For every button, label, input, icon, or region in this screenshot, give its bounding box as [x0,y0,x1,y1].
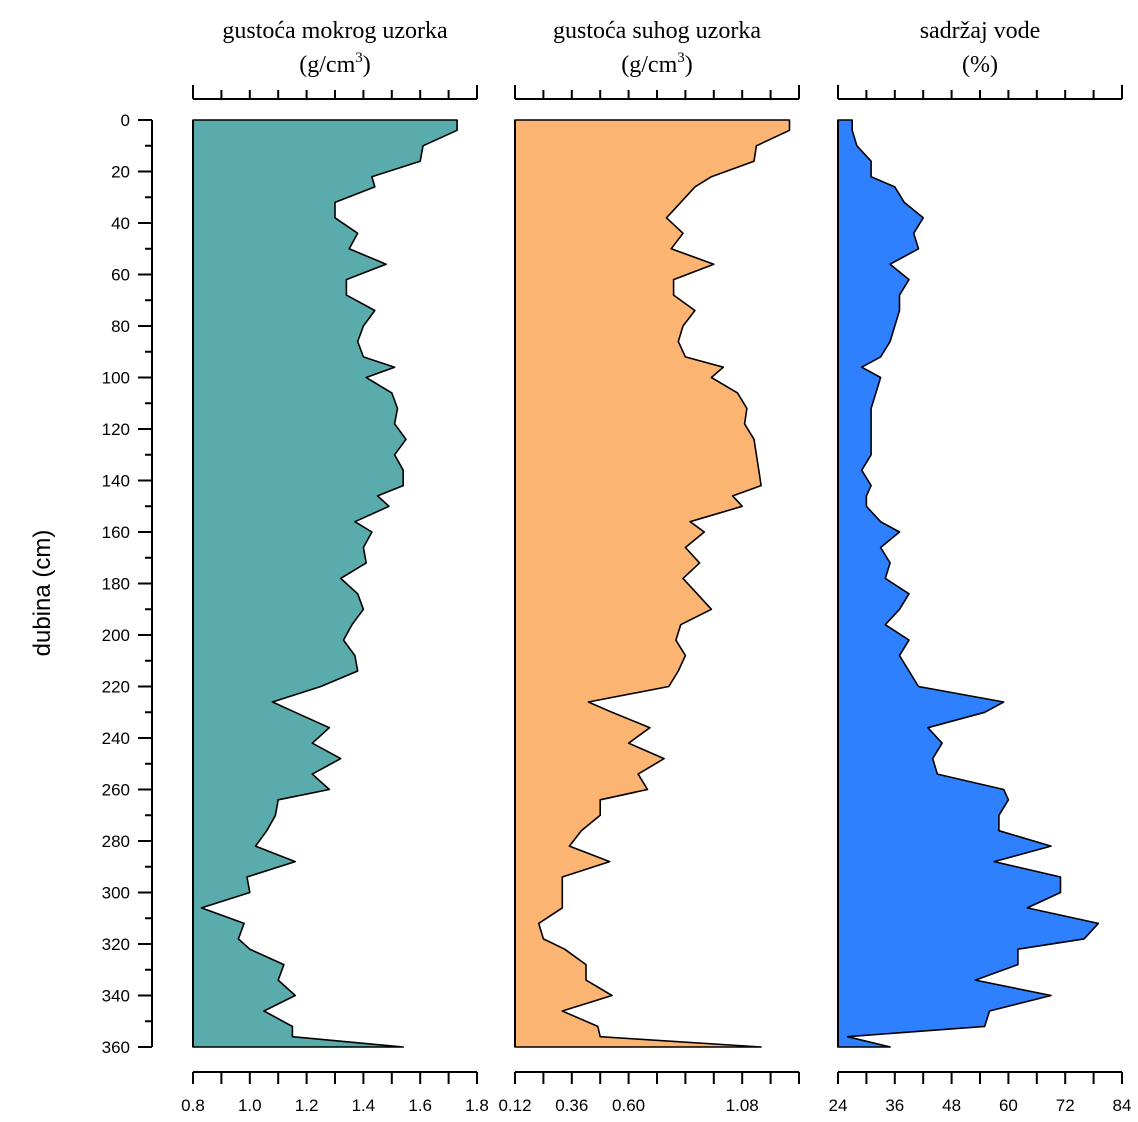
depth-tick-label: 340 [102,987,130,1006]
panel-unit: (g/cm3) [621,50,692,78]
x-tick-label: 24 [829,1096,848,1115]
panel-unit: (g/cm3) [299,50,370,78]
depth-tick-label: 40 [111,214,130,233]
panel-2-area [514,119,791,1048]
x-tick-label: 60 [999,1096,1018,1115]
chart-panels: 0.8 1.0 1.2 1.4 1.6 1.8 gustoća mokrog uzorka (… [181,18,1131,1115]
x-tick-label: 1.4 [352,1096,376,1115]
x-tick-label: 0.60 [612,1096,645,1115]
x-tick-label: 1.6 [408,1096,432,1115]
x-tick-label: 1.08 [726,1096,759,1115]
panel-unit: (%) [962,52,998,78]
unit-prefix: (g/cm [299,52,355,78]
depth-tick-label: 200 [102,626,130,645]
x-tick-label: 1.2 [295,1096,319,1115]
depth-tick-label: 320 [102,935,130,954]
depth-axis-label: dubina (cm) [29,530,56,657]
panel-title: gustoća mokrog uzorka [222,18,448,44]
depth-tick-label: 360 [102,1038,130,1057]
x-tick-label: 72 [1056,1096,1075,1115]
panel-2: 0.12 0.36 0.60 1.08 gustoća suhog uzorka (g/c… [498,18,800,1115]
depth-tick-label: 100 [102,369,130,388]
unit-prefix: (g/cm [621,52,677,78]
x-tick-label: 1.8 [465,1096,489,1115]
depth-tick-label: 180 [102,575,130,594]
depth-tick-label: 300 [102,884,130,903]
panel-title: sadržaj vode [920,18,1041,44]
depth-tick-label: 220 [102,678,130,697]
unit-superscript: 3 [677,50,685,66]
unit-prefix: (%) [962,52,998,78]
x-tick-label: 0.36 [555,1096,588,1115]
depth-tick-label: 120 [102,420,130,439]
panel-1: 0.8 1.0 1.2 1.4 1.6 1.8 gustoća mokrog uzorka (… [181,18,489,1115]
depth-tick-label: 0 [121,111,130,130]
depth-axis: 0 20 40 60 80 100 120 140 160 180 200 220 240 260 280 3… [102,111,153,1057]
unit-suffix: ) [685,52,693,78]
unit-superscript: 3 [355,50,363,66]
depth-tick-label: 160 [102,523,130,542]
unit-suffix: ) [363,52,371,78]
panel-1-area [192,119,458,1048]
x-tick-label: 1.0 [238,1096,262,1115]
depth-tick-label: 280 [102,832,130,851]
depth-tick-label: 260 [102,781,130,800]
depth-tick-label: 60 [111,266,130,285]
panel-3: 24 36 48 60 72 84 sadržaj vode (%) [829,18,1132,1115]
depth-tick-label: 140 [102,472,130,491]
x-tick-label: 48 [942,1096,961,1115]
panel-3-area [837,119,1100,1048]
x-tick-label: 36 [885,1096,904,1115]
depth-tick-label: 20 [111,163,130,182]
x-tick-label: 84 [1113,1096,1132,1115]
depth-tick-label: 80 [111,317,130,336]
panel-title: gustoća suhog uzorka [553,18,761,44]
depth-tick-label: 240 [102,729,130,748]
x-tick-label: 0.12 [498,1096,531,1115]
x-tick-label: 0.8 [181,1096,205,1115]
